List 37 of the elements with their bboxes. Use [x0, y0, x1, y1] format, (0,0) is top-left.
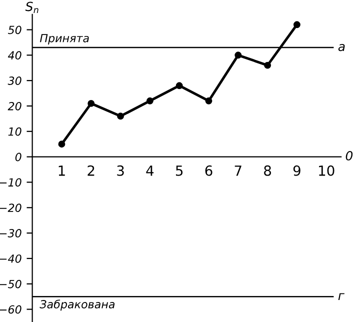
- y-tick-label: −30: [0, 229, 22, 238]
- annotation: a: [338, 44, 345, 52]
- annotation: г: [338, 293, 344, 300]
- x-tick-label: 10: [319, 165, 334, 176]
- x-tick-label: 6: [205, 165, 212, 176]
- y-tick-label: −10: [0, 178, 22, 187]
- y-tick-label: 40: [8, 51, 22, 60]
- x-tick-label: 1: [58, 166, 65, 176]
- point: [146, 97, 154, 104]
- point: [176, 82, 183, 90]
- point: [264, 62, 272, 69]
- x-tick-label: 9: [293, 165, 300, 176]
- y-tick-label: −40: [0, 254, 22, 263]
- point: [88, 100, 95, 107]
- point: [293, 21, 300, 28]
- x-tick-label: 2: [88, 165, 94, 176]
- y-tick-label: 10: [8, 127, 22, 136]
- x-tick-label: 7: [234, 166, 242, 176]
- x-tick-label: 3: [117, 165, 124, 176]
- ref-line-label: Забракована: [40, 300, 115, 311]
- y-tick-label: −60: [0, 305, 22, 314]
- text: 0: [346, 150, 353, 160]
- y-tick-label: −50: [0, 280, 22, 288]
- y-tick-label: 0: [15, 152, 22, 162]
- point: [205, 97, 212, 104]
- x-tick-label: 4: [146, 166, 154, 176]
- y-axis-title: S$_{n}$: [25, 2, 38, 14]
- y-tick-label: 50: [8, 26, 22, 34]
- point: [234, 52, 242, 59]
- y-tick-label: 30: [8, 76, 22, 85]
- y-tick-label: −20: [0, 204, 22, 212]
- ref-line-label: Принята: [40, 34, 89, 44]
- point: [117, 112, 124, 120]
- y-tick-label: 20: [8, 102, 22, 110]
- point: [58, 140, 66, 148]
- x-tick-label: 8: [264, 165, 272, 176]
- x-tick-label: 5: [176, 166, 183, 176]
